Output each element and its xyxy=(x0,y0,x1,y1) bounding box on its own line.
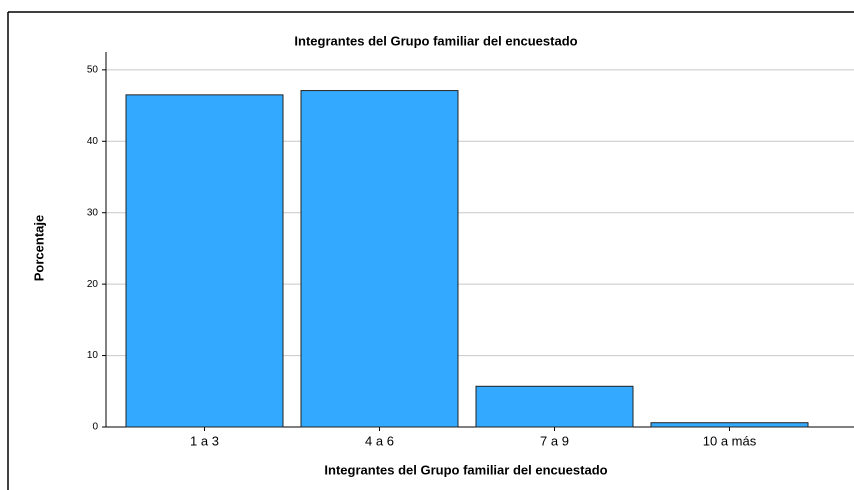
bar xyxy=(300,90,459,428)
chart-title: Integrantes del Grupo familiar del encue… xyxy=(294,33,577,48)
y-tick-label: 0 xyxy=(92,422,98,433)
y-tick-label: 50 xyxy=(87,64,99,75)
x-axis-label: Integrantes del Grupo familiar del encue… xyxy=(324,462,607,477)
y-tick-label: 10 xyxy=(87,350,99,361)
y-axis-label: Porcentaje xyxy=(31,215,46,281)
bar xyxy=(475,385,634,428)
y-tick-label: 30 xyxy=(87,207,99,218)
y-tick-label: 20 xyxy=(87,279,99,290)
y-tick-label: 40 xyxy=(87,136,99,147)
x-tick-label: 7 a 9 xyxy=(540,433,569,448)
bar xyxy=(650,422,809,428)
x-tick-label: 10 a más xyxy=(703,433,757,448)
x-tick-label: 1 a 3 xyxy=(190,433,219,448)
bar xyxy=(125,94,284,428)
x-tick-label: 4 a 6 xyxy=(365,433,394,448)
